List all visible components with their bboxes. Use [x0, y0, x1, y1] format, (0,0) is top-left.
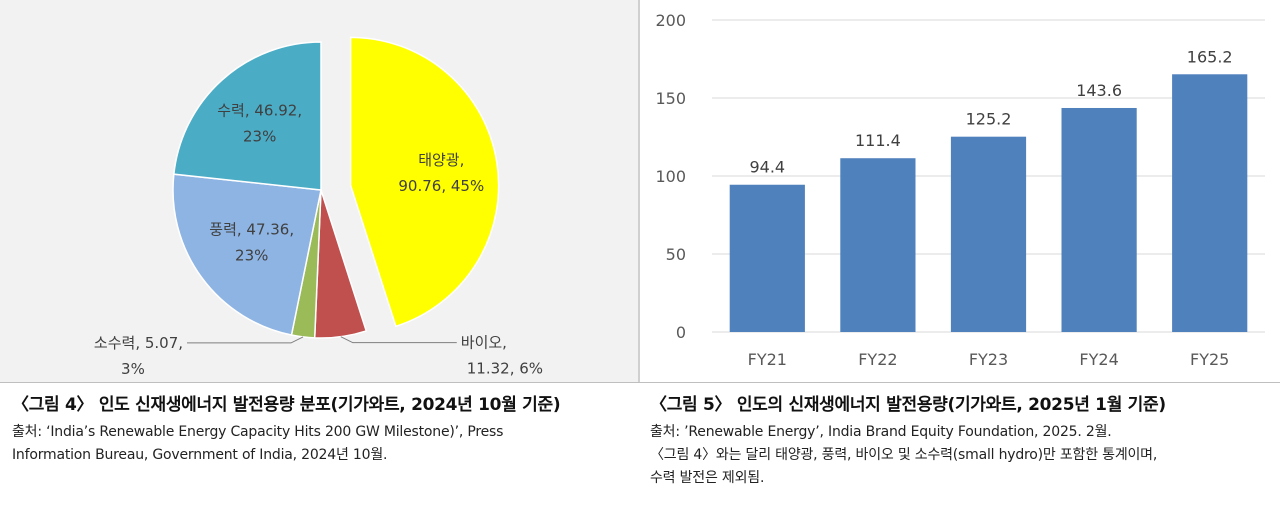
pie-data-label: 수력, 46.92, 23% [217, 102, 302, 146]
figure-4-source: 출처: ‘India’s Renewable Energy Capacity H… [12, 421, 632, 467]
bar-value-label: 111.4 [855, 131, 901, 150]
pie-data-label-line: 3% [121, 360, 145, 378]
x-tick-label: FY24 [1079, 350, 1118, 369]
y-tick-label: 150 [655, 89, 686, 108]
pie-data-label-line: 수력, 46.92, [217, 102, 302, 120]
x-tick-label: FY23 [969, 350, 1008, 369]
figure-4-title: 〈그림 4〉 인도 신재생에너지 발전용량 분포(기가와트, 2024년 10월… [12, 395, 561, 415]
bar [729, 184, 805, 332]
bar [840, 158, 916, 332]
pie-data-label-line: 23% [235, 247, 268, 265]
pie-data-label: 소수력, 5.07, 3% [94, 334, 183, 378]
figure-5-source-line: 수력 발전은 제외됨. [650, 470, 765, 486]
figure-5-caption: 〈그림 5〉 인도의 신재생에너지 발전용량(기가와트, 2025년 1월 기준… [650, 390, 1275, 490]
pie-data-label-line: 23% [243, 128, 276, 146]
bar-value-label: 94.4 [749, 158, 785, 177]
bar-value-label: 165.2 [1187, 47, 1233, 66]
figure-5-source: 출처: ’Renewable Energy’, India Brand Equi… [650, 421, 1275, 490]
bar-value-label: 125.2 [966, 110, 1012, 129]
y-tick-label: 50 [666, 245, 686, 264]
bar [1172, 74, 1248, 333]
x-tick-label: FY21 [748, 350, 787, 369]
bar [1061, 107, 1137, 332]
pie-slice [349, 36, 500, 328]
x-tick-label: FY22 [858, 350, 897, 369]
figure-5-source-line: 출처: ’Renewable Energy’, India Brand Equi… [650, 424, 1112, 440]
pie-slice [172, 173, 322, 336]
pie-data-label-line: 소수력, 5.07, [94, 334, 183, 352]
pie-data-label-line: 풍력, 47.36, [209, 221, 294, 239]
pie-data-label: 바이오, 11.32, 6% [461, 334, 543, 378]
caption-divider [0, 382, 1280, 383]
pie-chart: 태양광, 90.76, 45% 바이오, 11.32, 6% 소수력, 5.07, 3% 풍… [94, 36, 543, 378]
bar [950, 136, 1027, 332]
y-tick-label: 100 [655, 167, 686, 186]
bar-value-label: 143.6 [1076, 81, 1122, 100]
pie-data-label: 풍력, 47.36, 23% [209, 221, 294, 265]
leader-line [187, 336, 304, 344]
x-tick-label: FY25 [1190, 350, 1229, 369]
pie-data-label-line: 11.32, 6% [467, 360, 543, 378]
pie-data-label-line: 90.76, 45% [398, 177, 484, 195]
figure-4-source-line: 출처: ‘India’s Renewable Energy Capacity H… [12, 424, 504, 440]
pie-data-label-line: 태양광, [418, 151, 464, 169]
pie-data-label: 태양광, 90.76, 45% [398, 151, 484, 195]
leader-line [340, 336, 457, 344]
pie-slice [173, 41, 322, 191]
figure-4-caption: 〈그림 4〉 인도 신재생에너지 발전용량 분포(기가와트, 2024년 10월… [12, 390, 632, 467]
figure-5-source-line: 〈그림 4〉와는 달리 태양광, 풍력, 바이오 및 소수력(small hyd… [650, 447, 1158, 463]
figure-4-source-line: Information Bureau, Government of India,… [12, 447, 388, 463]
panel-divider [638, 0, 640, 382]
pie-data-label-line: 바이오, [461, 334, 507, 352]
bar-chart-panel: 0 50 100 150 200 94.4 FY21 111.4 FY22 125.2 FY23 14… [640, 0, 1280, 382]
pie-chart-panel: 태양광, 90.76, 45% 바이오, 11.32, 6% 소수력, 5.07, 3% 풍… [0, 0, 638, 382]
bar-chart: 0 50 100 150 200 94.4 FY21 111.4 FY22 125.2 FY23 14… [655, 11, 1265, 369]
y-tick-label: 200 [655, 11, 686, 30]
figure-5-title: 〈그림 5〉 인도의 신재생에너지 발전용량(기가와트, 2025년 1월 기준… [650, 395, 1166, 415]
y-tick-label: 0 [676, 323, 686, 342]
